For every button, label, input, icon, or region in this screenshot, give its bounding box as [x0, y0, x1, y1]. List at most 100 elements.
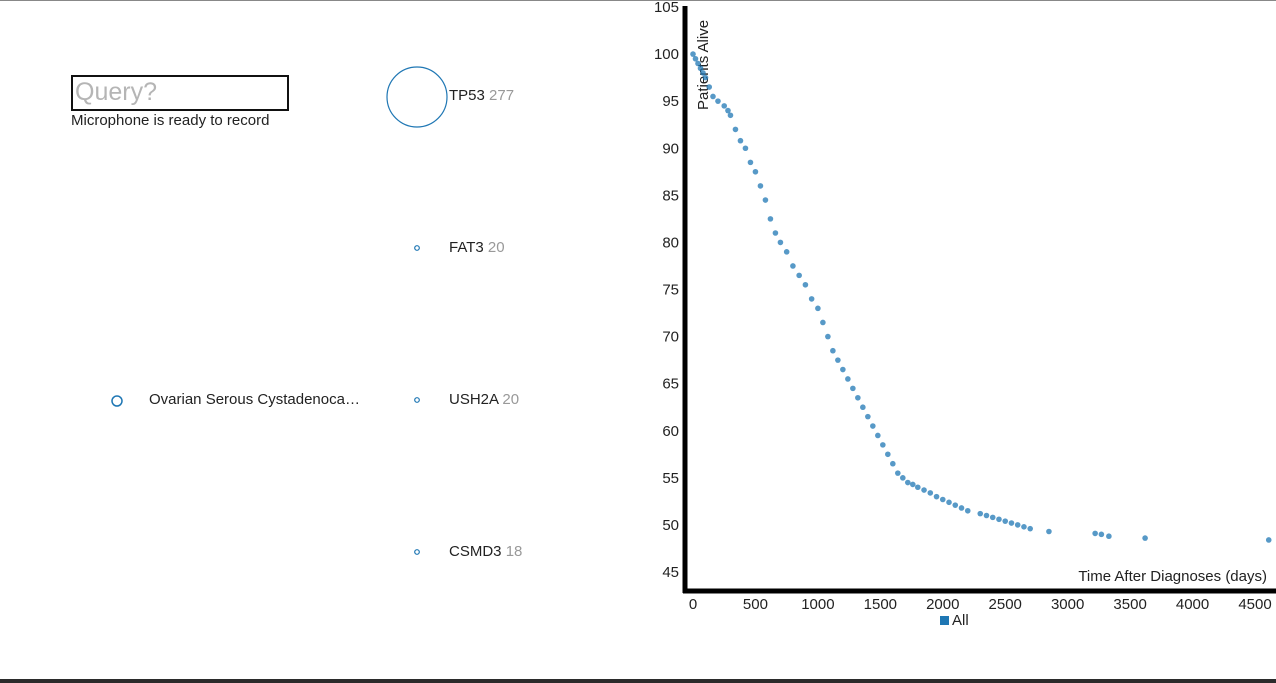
- legend-label: All: [952, 612, 969, 629]
- y-tick-label: 50: [662, 517, 679, 534]
- data-point: [835, 357, 841, 363]
- data-point: [977, 510, 984, 517]
- x-tick-label: 3500: [1113, 596, 1146, 613]
- query-input[interactable]: [73, 77, 287, 107]
- data-point: [870, 423, 876, 429]
- data-point: [958, 505, 965, 511]
- y-tick-label: 85: [662, 187, 679, 204]
- x-axis-label: Time After Diagnoses (days): [1078, 568, 1267, 585]
- data-point: [1142, 535, 1148, 541]
- gene-node-label-ush2a[interactable]: USH2A 20: [449, 391, 519, 408]
- data-point: [752, 168, 759, 175]
- data-point: [915, 484, 921, 491]
- gene-node-circle-tp53[interactable]: [386, 66, 448, 128]
- mic-status-text: Microphone is ready to record: [71, 112, 270, 129]
- data-point: [927, 490, 934, 496]
- data-point: [796, 272, 802, 279]
- y-tick-label: 80: [662, 234, 679, 251]
- data-point: [742, 145, 749, 152]
- gene-node-label-csmd3[interactable]: CSMD3 18: [449, 543, 522, 560]
- data-point: [900, 475, 906, 481]
- gene-count: 277: [489, 87, 515, 104]
- x-tick-label: 3000: [1051, 596, 1084, 613]
- data-point: [890, 460, 896, 467]
- data-point: [855, 394, 861, 401]
- query-box[interactable]: [71, 75, 289, 111]
- data-point: [695, 60, 701, 67]
- gene-count: 18: [505, 543, 523, 560]
- cancer-node-label[interactable]: Ovarian Serous Cystadenoca…: [149, 391, 360, 408]
- gene-node-circle-fat3[interactable]: [413, 244, 421, 252]
- data-point: [895, 470, 901, 476]
- data-point: [880, 442, 886, 448]
- data-point: [885, 451, 891, 458]
- y-tick-label: 60: [662, 423, 679, 440]
- data-point: [815, 305, 821, 312]
- y-tick-label: 45: [662, 564, 679, 581]
- data-point: [692, 55, 699, 62]
- data-point: [820, 319, 826, 326]
- data-point: [700, 70, 706, 76]
- cancer-node-circle[interactable]: [110, 394, 124, 408]
- data-point: [725, 107, 731, 114]
- y-tick-label: 100: [654, 46, 679, 63]
- data-point: [697, 65, 704, 72]
- data-point: [732, 126, 739, 133]
- legend-swatch: [940, 616, 949, 625]
- x-tick-label: 2500: [989, 596, 1022, 613]
- gene-name: FAT3: [449, 239, 484, 256]
- gene-name: USH2A: [449, 391, 499, 408]
- gene-name: CSMD3: [449, 543, 502, 560]
- data-point: [706, 84, 713, 90]
- data-point: [772, 230, 779, 236]
- gene-name: TP53: [449, 87, 485, 104]
- data-point: [710, 93, 716, 100]
- data-point: [825, 333, 831, 340]
- data-point: [777, 239, 784, 246]
- gene-node-circle-csmd3[interactable]: [413, 548, 421, 556]
- data-point: [702, 74, 709, 81]
- y-tick-label: 70: [662, 329, 679, 346]
- data-point: [1021, 524, 1027, 530]
- data-point: [1265, 537, 1272, 543]
- x-tick-label: 1500: [864, 596, 897, 613]
- y-tick-label: 55: [662, 470, 679, 487]
- data-point: [989, 514, 996, 521]
- y-tick-label: 105: [654, 0, 679, 16]
- gene-node-circle-ush2a[interactable]: [413, 396, 421, 404]
- y-tick-label: 75: [662, 282, 679, 299]
- data-point: [964, 507, 971, 514]
- data-point: [921, 487, 927, 493]
- gene-node-label-fat3[interactable]: FAT3 20: [449, 239, 505, 256]
- data-point: [747, 159, 754, 166]
- y-tick-label: 90: [662, 140, 679, 157]
- data-point: [910, 481, 916, 488]
- chart-legend[interactable]: All: [940, 612, 969, 629]
- data-point: [933, 493, 940, 500]
- data-point: [830, 347, 836, 354]
- data-point: [860, 404, 866, 411]
- gene-node-label-tp53[interactable]: TP53 277: [449, 87, 514, 104]
- data-point: [767, 216, 774, 222]
- y-tick-label: 95: [662, 93, 679, 110]
- data-point: [983, 512, 990, 519]
- data-point: [946, 499, 952, 506]
- bottom-border: [0, 679, 1276, 683]
- data-point: [721, 103, 728, 109]
- gene-count: 20: [502, 391, 520, 408]
- data-point: [840, 366, 846, 373]
- data-point: [727, 112, 734, 119]
- data-point: [865, 413, 871, 420]
- y-tick-label: 65: [662, 376, 679, 393]
- data-point: [1098, 531, 1105, 538]
- data-point: [757, 183, 764, 189]
- data-point: [1014, 522, 1021, 528]
- x-tick-label: 4500: [1238, 596, 1271, 613]
- data-point: [1092, 530, 1098, 537]
- data-point: [808, 296, 815, 302]
- gene-count: 20: [487, 239, 505, 256]
- data-point: [790, 263, 796, 269]
- x-tick-label: 500: [743, 596, 768, 613]
- data-point: [952, 502, 959, 508]
